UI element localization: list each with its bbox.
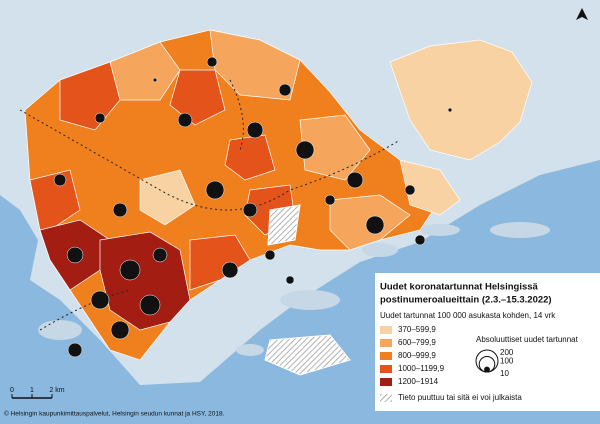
postal-area — [299, 114, 371, 181]
rail-lines — [19, 79, 401, 331]
size-label: 10 — [500, 369, 509, 378]
legend-box — [375, 273, 600, 411]
missing-swatch — [380, 394, 392, 402]
legend-label: 800–999,9 — [398, 351, 436, 360]
size-circle — [484, 366, 490, 373]
postal-area — [59, 61, 121, 131]
case-circles — [53, 56, 453, 358]
scale-bar: 0 1 2 km — [10, 387, 65, 399]
islands — [38, 222, 550, 356]
legend-label: 1000–1199,9 — [398, 364, 445, 373]
missing-label: Tieto puuttuu tai sitä ei voi julkaista — [398, 393, 522, 402]
size-label: 100 — [500, 357, 514, 366]
legend-label: 1200–1914 — [398, 377, 439, 386]
credit: © Helsingin kaupunkimittauspalvelut, Hel… — [4, 410, 225, 418]
legend: Uudet koronatartunnat Helsingissä postin… — [375, 273, 600, 411]
legend-swatch — [380, 326, 392, 334]
legend-label: 370–599,9 — [398, 325, 436, 334]
postal-area — [99, 231, 191, 331]
size-label: 200 — [500, 348, 514, 357]
scale-label: 0 — [10, 387, 14, 394]
legend-swatch — [380, 378, 392, 386]
scale-label: 1 — [30, 387, 34, 394]
legend-swatch — [380, 352, 392, 360]
legend-label: 600–799,9 — [398, 338, 436, 347]
legend-subtitle: Uudet tartunnat 100 000 asukasta kohden,… — [380, 311, 556, 320]
postal-area — [139, 169, 196, 226]
north-arrow — [576, 8, 588, 20]
legend-swatch — [380, 339, 392, 347]
postal-area — [169, 69, 226, 126]
legend-title: postinumeroalueittain (2.3.–15.3.2022) — [380, 295, 552, 306]
legend-swatch — [380, 365, 392, 373]
postal-area — [399, 159, 461, 216]
size-legend-title: Absoluuttiset uudet tartunnat — [476, 335, 579, 344]
postal-area — [389, 39, 533, 161]
postal-area — [29, 169, 81, 231]
legend-title: Uudet koronatartunnat Helsingissä — [380, 282, 539, 293]
scale-label: 2 km — [49, 387, 64, 394]
